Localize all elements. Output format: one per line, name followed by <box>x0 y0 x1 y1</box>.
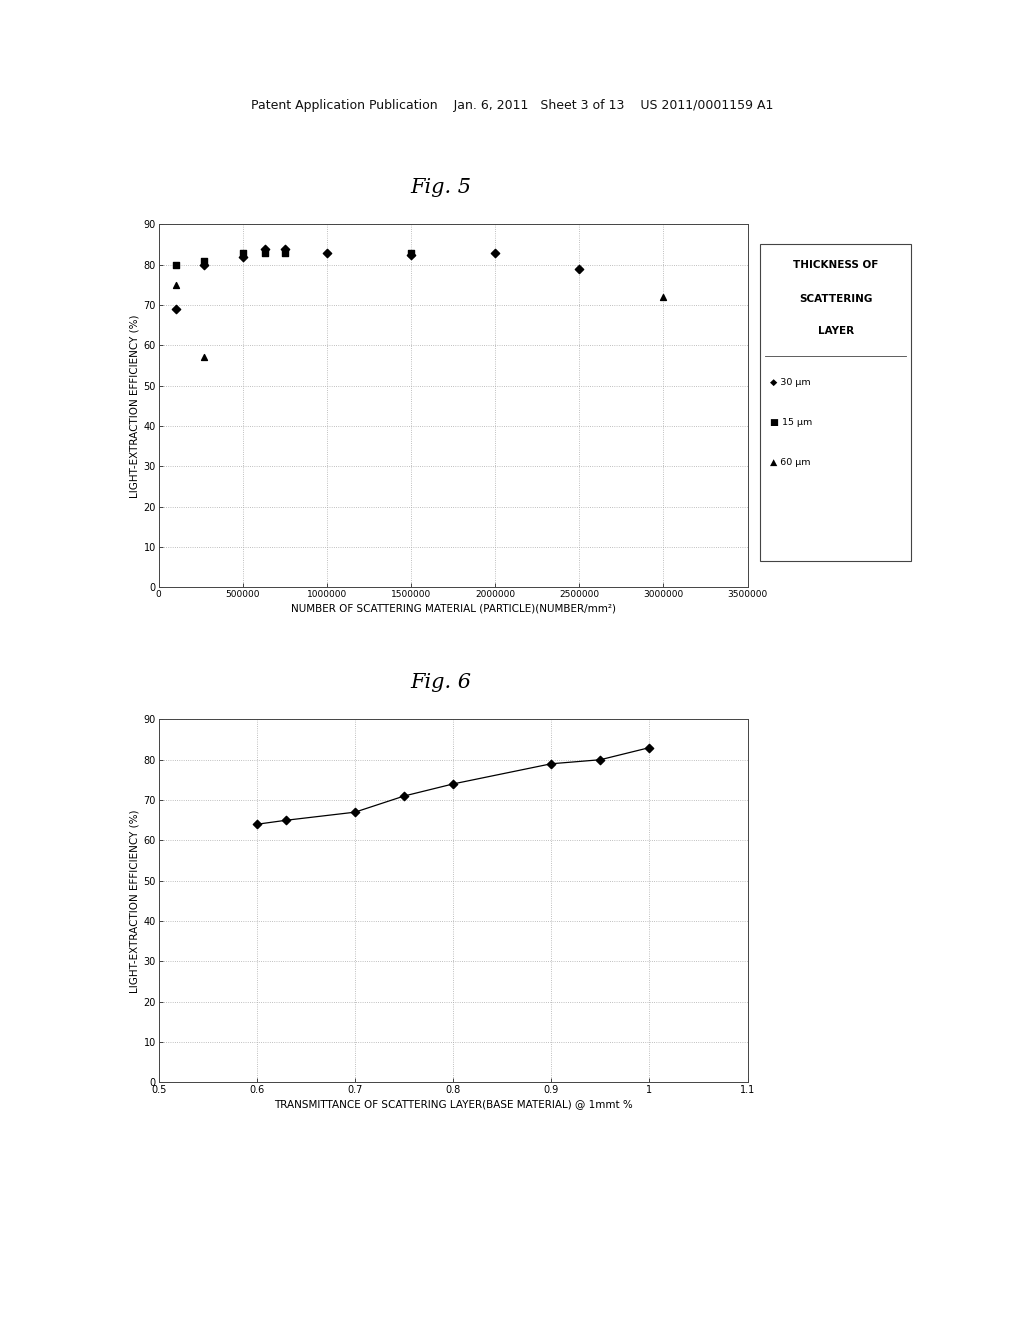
Point <box>256 242 272 263</box>
Text: ◆ 30 μm: ◆ 30 μm <box>770 379 811 387</box>
Y-axis label: LIGHT-EXTRACTION EFFICIENCY (%): LIGHT-EXTRACTION EFFICIENCY (%) <box>129 314 139 498</box>
Point <box>543 754 559 775</box>
Text: Fig. 6: Fig. 6 <box>410 673 471 692</box>
Point <box>641 737 657 758</box>
Point <box>402 244 419 265</box>
Text: Fig. 5: Fig. 5 <box>410 178 471 197</box>
Text: LAYER: LAYER <box>817 326 854 337</box>
Text: ■ 15 μm: ■ 15 μm <box>770 418 812 426</box>
Point <box>487 242 504 263</box>
Point <box>196 347 212 368</box>
Point <box>347 801 364 822</box>
Point <box>234 246 251 267</box>
Text: SCATTERING: SCATTERING <box>799 294 872 305</box>
Y-axis label: LIGHT-EXTRACTION EFFICIENCY (%): LIGHT-EXTRACTION EFFICIENCY (%) <box>129 809 139 993</box>
Point <box>234 242 251 263</box>
Text: THICKNESS OF: THICKNESS OF <box>793 260 879 271</box>
Point <box>592 750 608 771</box>
Point <box>444 774 461 795</box>
X-axis label: TRANSMITTANCE OF SCATTERING LAYER(BASE MATERIAL) @ 1mmt %: TRANSMITTANCE OF SCATTERING LAYER(BASE M… <box>273 1100 633 1109</box>
Point <box>167 298 183 319</box>
Point <box>167 275 183 296</box>
Point <box>196 249 212 271</box>
Text: ▲ 60 μm: ▲ 60 μm <box>770 458 811 466</box>
Point <box>196 255 212 276</box>
Text: Patent Application Publication    Jan. 6, 2011   Sheet 3 of 13    US 2011/000115: Patent Application Publication Jan. 6, 2… <box>251 99 773 112</box>
Point <box>318 242 335 263</box>
Point <box>571 259 588 280</box>
Point <box>279 809 295 830</box>
X-axis label: NUMBER OF SCATTERING MATERIAL (PARTICLE)(NUMBER/mm²): NUMBER OF SCATTERING MATERIAL (PARTICLE)… <box>291 603 615 614</box>
Point <box>402 242 419 263</box>
Point <box>167 255 183 276</box>
Point <box>249 813 265 834</box>
Point <box>276 242 293 263</box>
Point <box>655 286 672 308</box>
Point <box>256 238 272 259</box>
Point <box>396 785 413 807</box>
Point <box>276 238 293 259</box>
